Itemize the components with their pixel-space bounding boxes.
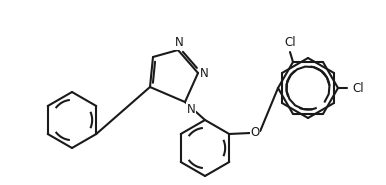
Text: N: N (174, 36, 183, 49)
Text: N: N (187, 103, 196, 116)
Text: Cl: Cl (352, 82, 364, 95)
Text: O: O (251, 125, 260, 139)
Text: Cl: Cl (284, 36, 296, 49)
Text: N: N (200, 66, 209, 80)
